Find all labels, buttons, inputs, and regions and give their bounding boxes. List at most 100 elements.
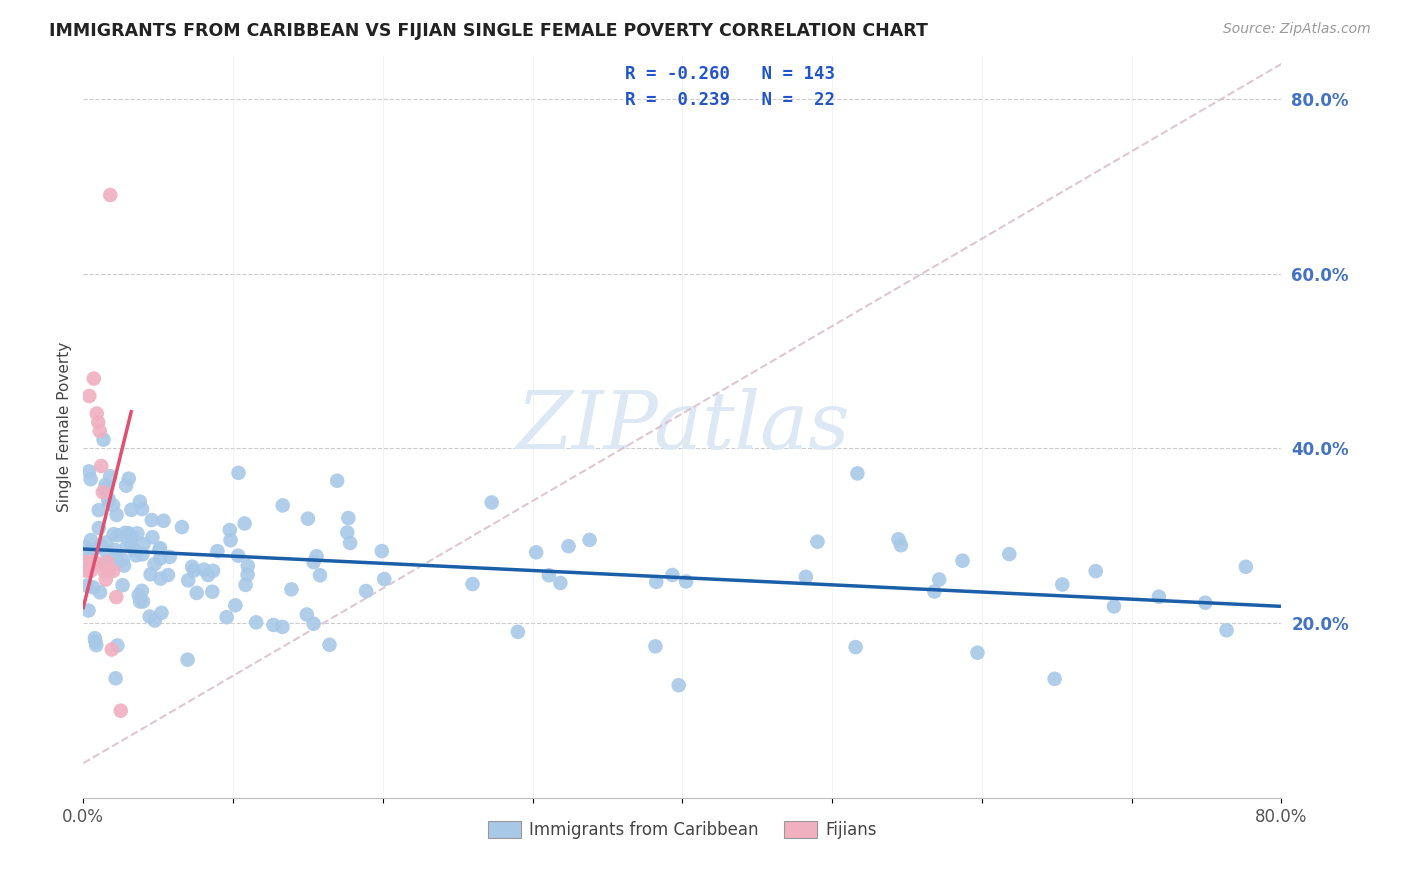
- Point: [215, 610, 238, 624]
- Point: [928, 573, 950, 587]
- Point: [506, 624, 529, 639]
- Point: [94, 477, 117, 491]
- Point: [121, 530, 143, 544]
- Point: [661, 568, 683, 582]
- Point: [149, 541, 172, 556]
- Point: [118, 472, 141, 486]
- Point: [132, 594, 155, 608]
- Point: [245, 615, 267, 630]
- Point: [262, 618, 284, 632]
- Point: [207, 544, 229, 558]
- Point: [120, 536, 142, 550]
- Point: [141, 530, 163, 544]
- Point: [93, 557, 115, 571]
- Point: [1084, 564, 1107, 578]
- Point: [297, 511, 319, 525]
- Point: [201, 584, 224, 599]
- Point: [82, 555, 104, 569]
- Point: [336, 525, 359, 540]
- Point: [890, 538, 912, 552]
- Point: [97, 494, 120, 508]
- Point: [87, 503, 110, 517]
- Point: [115, 478, 138, 492]
- Point: [90, 539, 112, 553]
- Point: [524, 545, 547, 559]
- Point: [371, 544, 394, 558]
- Point: [132, 537, 155, 551]
- Point: [537, 568, 560, 582]
- Point: [105, 639, 128, 653]
- Point: [645, 574, 668, 589]
- Text: R =  0.239   N =  22: R = 0.239 N = 22: [624, 91, 835, 109]
- Point: [152, 514, 174, 528]
- Point: [550, 576, 572, 591]
- Point: [83, 371, 105, 385]
- Point: [104, 543, 127, 558]
- Point: [105, 555, 128, 569]
- Point: [339, 536, 361, 550]
- Point: [105, 508, 128, 522]
- Point: [280, 582, 302, 597]
- Point: [952, 554, 974, 568]
- Point: [83, 543, 105, 558]
- Point: [112, 558, 135, 573]
- Point: [183, 564, 205, 578]
- Point: [139, 567, 162, 582]
- Point: [846, 467, 869, 481]
- Point: [193, 563, 215, 577]
- Point: [170, 520, 193, 534]
- Point: [845, 640, 868, 654]
- Point: [1215, 624, 1237, 638]
- Point: [557, 539, 579, 553]
- Point: [131, 502, 153, 516]
- Legend: Immigrants from Caribbean, Fijians: Immigrants from Caribbean, Fijians: [481, 814, 884, 846]
- Point: [97, 564, 120, 578]
- Point: [76, 579, 98, 593]
- Point: [177, 574, 200, 588]
- Point: [97, 491, 120, 506]
- Point: [224, 599, 246, 613]
- Point: [77, 603, 100, 617]
- Text: ZIPatlas: ZIPatlas: [516, 388, 849, 466]
- Point: [302, 616, 325, 631]
- Point: [149, 572, 172, 586]
- Point: [202, 564, 225, 578]
- Point: [79, 552, 101, 566]
- Point: [111, 553, 134, 567]
- Point: [87, 415, 110, 429]
- Point: [91, 485, 114, 500]
- Point: [82, 580, 104, 594]
- Point: [75, 564, 97, 578]
- Point: [105, 550, 128, 565]
- Point: [105, 590, 128, 604]
- Point: [77, 464, 100, 478]
- Point: [79, 389, 101, 403]
- Point: [1043, 672, 1066, 686]
- Point: [73, 555, 96, 569]
- Point: [1052, 577, 1074, 591]
- Point: [159, 549, 181, 564]
- Text: IMMIGRANTS FROM CARIBBEAN VS FIJIAN SINGLE FEMALE POVERTY CORRELATION CHART: IMMIGRANTS FROM CARIBBEAN VS FIJIAN SING…: [49, 22, 928, 40]
- Point: [93, 564, 115, 578]
- Text: R = -0.260   N = 143: R = -0.260 N = 143: [624, 65, 835, 83]
- Point: [86, 407, 108, 421]
- Point: [354, 584, 377, 599]
- Point: [794, 570, 817, 584]
- Point: [233, 516, 256, 531]
- Point: [84, 634, 107, 648]
- Point: [105, 549, 128, 564]
- Point: [110, 704, 132, 718]
- Point: [125, 549, 148, 563]
- Point: [326, 474, 349, 488]
- Point: [887, 533, 910, 547]
- Point: [1234, 559, 1257, 574]
- Point: [271, 620, 294, 634]
- Point: [176, 653, 198, 667]
- Point: [80, 564, 103, 578]
- Point: [89, 585, 111, 599]
- Point: [87, 521, 110, 535]
- Point: [90, 458, 112, 473]
- Point: [302, 555, 325, 569]
- Point: [228, 466, 250, 480]
- Point: [84, 638, 107, 652]
